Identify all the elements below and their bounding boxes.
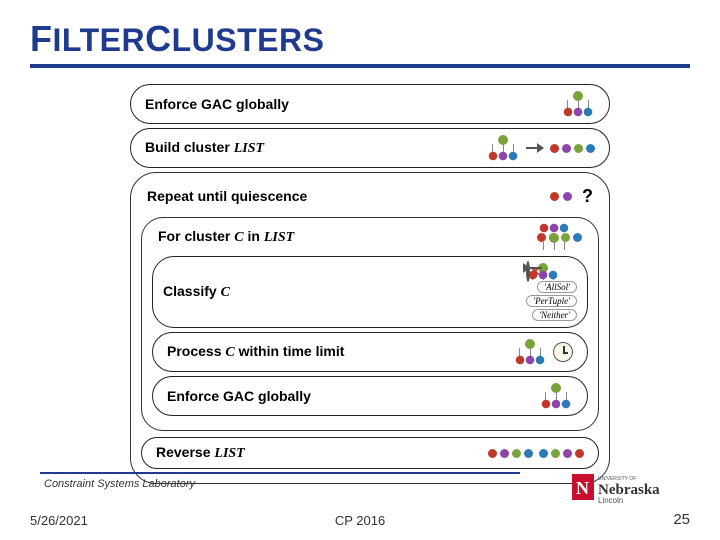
cluster-row-icon xyxy=(537,233,582,242)
step-label: Enforce GAC globally xyxy=(167,388,311,404)
step-reverse: Reverse LIST xyxy=(141,437,599,469)
list-var: LIST xyxy=(214,446,244,461)
footer-page: 25 xyxy=(673,511,690,528)
list-var: LIST xyxy=(264,230,294,245)
tree-icon xyxy=(539,383,573,409)
step-label: Enforce GAC globally xyxy=(145,96,289,112)
list-var: LIST xyxy=(234,141,264,156)
title-cap2: C xyxy=(145,18,172,59)
step-enforce-gac-inner: Enforce GAC globally xyxy=(152,376,588,416)
lab-divider xyxy=(40,472,520,474)
c-var: C xyxy=(225,345,234,360)
slide-title-bar: FILTERCLUSTERS xyxy=(0,0,720,60)
c-var: C xyxy=(234,230,243,245)
svg-text:Lincoln: Lincoln xyxy=(598,496,623,504)
arrow-icon xyxy=(526,143,544,153)
footer-venue: CP 2016 xyxy=(0,513,720,528)
classification-tags: 'AllSol' 'PerTuple' 'Neither' xyxy=(526,281,577,321)
c-var: C xyxy=(221,285,230,300)
clock-icon xyxy=(553,342,573,362)
step-repeat: Repeat until quiescence ? xyxy=(141,181,599,211)
cluster-row-icon xyxy=(550,144,595,153)
repeat-block: Repeat until quiescence ? For cluster C … xyxy=(130,172,610,484)
step-process: Process C within time limit xyxy=(152,332,588,372)
svg-text:N: N xyxy=(576,478,589,498)
step-build-list: Build cluster LIST xyxy=(130,128,610,168)
title-cap1: F xyxy=(30,18,53,59)
step-glyph xyxy=(486,135,595,161)
title-underline xyxy=(30,64,690,68)
step-label: Repeat until quiescence xyxy=(147,188,307,204)
step-glyph xyxy=(561,91,595,117)
tree-icon xyxy=(486,135,520,161)
cluster-row-icon xyxy=(488,449,533,458)
step-label: Build cluster LIST xyxy=(145,139,264,157)
title-rest1: ILTER xyxy=(53,22,146,58)
flow-container: Enforce GAC globally Build cluster LIST … xyxy=(130,80,610,484)
tag-pertuple: 'PerTuple' xyxy=(526,295,577,307)
for-block: For cluster C in LIST Classify C xyxy=(141,217,599,431)
tag-allsol: 'AllSol' xyxy=(537,281,577,293)
question-icon: ? xyxy=(582,186,593,207)
tree-icon xyxy=(513,339,547,365)
nebraska-logo: N UNIVERSITY OF Nebraska Lincoln xyxy=(572,470,692,504)
step-for-header: For cluster C in LIST xyxy=(152,226,588,252)
step-glyph: ? xyxy=(550,186,593,207)
slide-title: FILTERCLUSTERS xyxy=(30,18,720,60)
step-classify: Classify C 'AllSol' 'PerTuple' 'Neither' xyxy=(152,256,588,328)
tree-icon xyxy=(561,91,595,117)
tag-neither: 'Neither' xyxy=(532,309,577,321)
title-rest2: LUSTERS xyxy=(172,22,325,58)
lab-name: Constraint Systems Laboratory xyxy=(44,478,195,490)
cluster-row-icon xyxy=(539,449,584,458)
step-enforce-gac-top: Enforce GAC globally xyxy=(130,84,610,124)
